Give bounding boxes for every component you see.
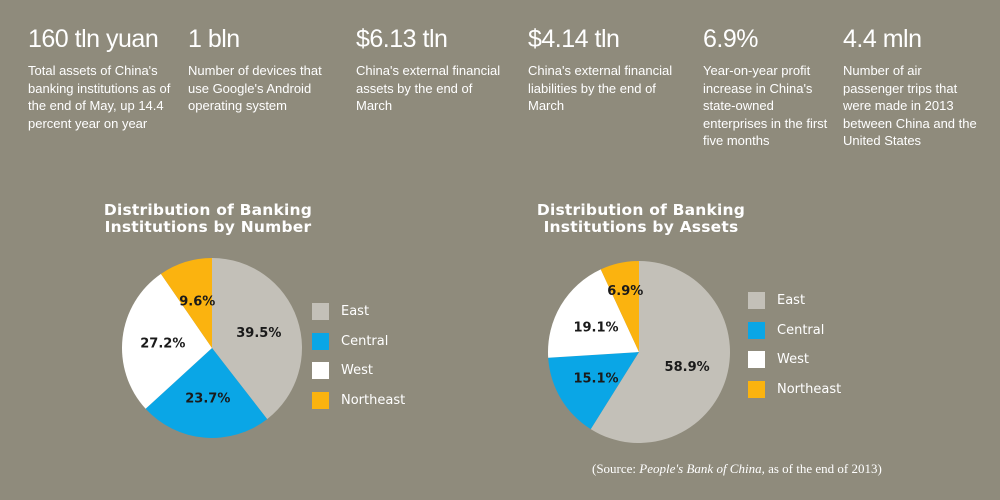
legend-swatch xyxy=(312,332,329,350)
legend-swatch xyxy=(748,292,765,310)
pie-label-west: 27.2% xyxy=(140,336,185,351)
stat-value: 4.4 mln xyxy=(843,25,922,53)
pie-slice-west xyxy=(548,269,639,358)
legend-swatch xyxy=(312,362,329,380)
stat-description: Number of devices that use Google's Andr… xyxy=(188,63,322,113)
source-publisher: People's Bank of China, xyxy=(639,461,765,476)
pie-slice-west xyxy=(121,273,212,409)
source-note: (Source: People's Bank of China, as of t… xyxy=(592,461,882,477)
stat-description: Number of air passenger trips that were … xyxy=(843,63,977,148)
pie-chart-by-assets: 58.9% 15.1% 19.1% 6.9% xyxy=(548,261,730,443)
stat-description: China's external financial liabilities b… xyxy=(528,63,673,113)
pie-label-central: 15.1% xyxy=(573,372,618,387)
legend-label: East xyxy=(777,293,806,309)
legend-label: Central xyxy=(341,333,389,349)
stat-soe-profit: 6.9% Year-on-year profit increase in Chi… xyxy=(703,24,828,150)
legend-label: West xyxy=(341,363,373,379)
legend-label: West xyxy=(777,352,809,368)
pie-chart-by-number: 39.5% 23.7% 27.2% 9.6% xyxy=(121,258,302,439)
stats-row: 160 tln yuan Total assets of China's ban… xyxy=(0,0,1000,170)
stat-external-liabilities: $4.14 tln China's external financial lia… xyxy=(528,24,688,115)
stat-value: 160 tln yuan xyxy=(28,25,159,53)
chart-title-by-number: Distribution of Banking Institutions by … xyxy=(103,201,313,236)
pie-slice-east xyxy=(590,261,730,443)
pie-label-east: 58.9% xyxy=(665,360,710,375)
pie-label-central: 23.7% xyxy=(185,391,230,406)
legend-item-northeast: Northeast xyxy=(312,386,405,416)
legend-item-northeast: Northeast xyxy=(748,375,841,405)
pie-slice-central xyxy=(145,348,268,439)
pie-label-west: 19.1% xyxy=(573,320,618,335)
legend-item-west: West xyxy=(748,345,841,375)
stat-description: Total assets of China's banking institut… xyxy=(28,63,171,131)
legend-by-number: East Central West Northeast xyxy=(312,297,405,415)
pie-label-northeast: 6.9% xyxy=(607,284,643,299)
chart-title-by-assets: Distribution of Banking Institutions by … xyxy=(536,201,746,236)
legend-swatch xyxy=(748,321,765,339)
stat-banking-assets: 160 tln yuan Total assets of China's ban… xyxy=(28,24,178,132)
pie-label-northeast: 9.6% xyxy=(179,295,215,310)
source-suffix: as of the end of 2013) xyxy=(764,461,882,476)
stat-description: China's external financial assets by the… xyxy=(356,63,501,113)
legend-item-central: Central xyxy=(312,327,405,357)
stat-value: 1 bln xyxy=(188,25,240,53)
pie-slice-east xyxy=(212,258,302,420)
legend-item-central: Central xyxy=(748,316,841,346)
stat-description: Year-on-year profit increase in China's … xyxy=(703,63,828,148)
legend-swatch xyxy=(312,391,329,409)
pie-label-east: 39.5% xyxy=(236,326,281,341)
legend-item-east: East xyxy=(748,286,841,316)
legend-label: Northeast xyxy=(341,392,406,408)
legend-label: Northeast xyxy=(777,381,842,397)
pie-slice-northeast xyxy=(600,261,639,352)
pie-slice-northeast xyxy=(160,258,212,348)
legend-item-west: West xyxy=(312,356,405,386)
legend-swatch xyxy=(748,351,765,369)
stat-external-assets: $6.13 tln China's external financial ass… xyxy=(356,24,506,115)
stat-air-passenger-trips: 4.4 mln Number of air passenger trips th… xyxy=(843,24,978,150)
legend-item-east: East xyxy=(312,297,405,327)
legend-swatch xyxy=(748,380,765,398)
legend-swatch xyxy=(312,303,329,321)
stat-android-devices: 1 bln Number of devices that use Google'… xyxy=(188,24,338,115)
stat-value: 6.9% xyxy=(703,25,758,53)
legend-label: Central xyxy=(777,322,825,338)
legend-by-assets: East Central West Northeast xyxy=(748,286,841,404)
stat-value: $4.14 tln xyxy=(528,25,620,53)
source-prefix: (Source: xyxy=(592,461,640,476)
pie-slice-central xyxy=(548,352,639,430)
stat-value: $6.13 tln xyxy=(356,25,448,53)
legend-label: East xyxy=(341,304,370,320)
